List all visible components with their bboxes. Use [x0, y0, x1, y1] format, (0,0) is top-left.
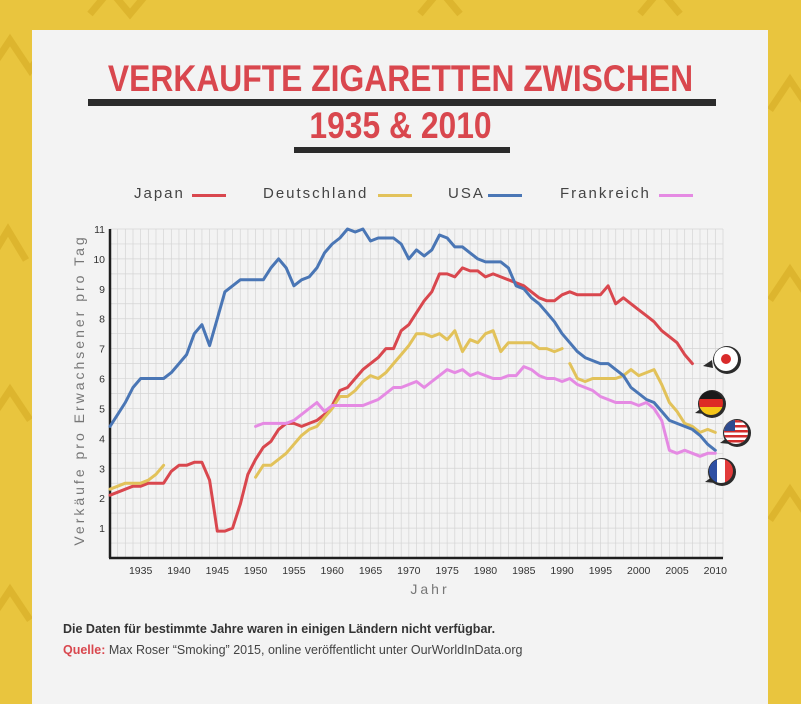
data-availability-note: Die Daten für bestimmte Jahre waren in e…	[63, 622, 496, 636]
legend-swatch-frankreich	[659, 194, 693, 197]
chart-axes	[108, 229, 723, 560]
chart-card	[32, 30, 768, 704]
x-tick-label: 1995	[589, 565, 613, 577]
x-tick-label: 2005	[665, 565, 689, 577]
legend-swatch-deutschland	[378, 194, 412, 197]
x-tick-label: 1975	[435, 565, 459, 577]
y-tick-label: 4	[99, 433, 105, 445]
y-tick-label: 10	[93, 254, 105, 266]
x-tick-label: 1960	[321, 565, 345, 577]
x-tick-label: 2000	[627, 565, 651, 577]
y-tick-label: 3	[99, 463, 105, 475]
series-line-japan	[108, 266, 694, 533]
legend-swatch-usa	[488, 194, 522, 197]
source-text: Max Roser “Smoking” 2015, online veröffe…	[108, 643, 523, 657]
chart-grid	[109, 228, 724, 558]
x-tick-label: 1935	[129, 565, 153, 577]
japan-flag-icon	[703, 346, 741, 374]
series-line-deutschland	[568, 362, 717, 434]
y-tick-label: 1	[99, 523, 105, 535]
legend-label-japan: Japan	[134, 185, 185, 202]
x-axis-title: Jahr	[410, 581, 449, 597]
chart-series	[108, 227, 717, 533]
source-label: Quelle:	[63, 643, 106, 657]
x-tick-label: 1980	[474, 565, 498, 577]
y-axis-title: Verkäufe pro Erwachsener pro Tag	[71, 234, 87, 545]
series-line-usa	[108, 227, 717, 452]
y-tick-label: 11	[94, 224, 105, 236]
x-tick-label: 2010	[704, 565, 728, 577]
france-flag-icon	[705, 458, 736, 486]
source-line: Quelle: Max Roser “Smoking” 2015, online…	[63, 643, 522, 657]
title-underline-bar-2	[294, 147, 510, 153]
legend-swatch-japan	[192, 194, 226, 197]
legend-label-deutschland: Deutschland	[263, 185, 369, 202]
chart-ticks: 1 2 3 4 5 6 7 8 9 10 11 1935 1940 1945 1950 1955 1960 196…	[93, 224, 727, 577]
y-tick-label: 9	[99, 284, 105, 296]
y-tick-label: 2	[99, 493, 105, 505]
x-tick-label: 1940	[167, 565, 191, 577]
y-tick-label: 5	[99, 403, 105, 415]
y-tick-label: 7	[99, 344, 105, 356]
title-underline-bar	[88, 99, 716, 106]
chart-title-line-2: 1935 & 2010	[309, 105, 492, 146]
series-line-deutschland	[254, 329, 564, 479]
x-tick-label: 1955	[282, 565, 306, 577]
x-tick-label: 1945	[206, 565, 230, 577]
y-tick-label: 8	[99, 314, 105, 326]
series-line-frankreich	[254, 365, 717, 458]
x-tick-label: 1950	[244, 565, 268, 577]
chart-title-line-1: VERKAUFTE ZIGARETTEN ZWISCHEN	[107, 58, 694, 99]
x-tick-label: 1990	[550, 565, 574, 577]
y-tick-label: 6	[99, 374, 105, 386]
legend-label-frankreich: Frankreich	[560, 185, 651, 202]
usa-flag-icon	[720, 419, 751, 447]
germany-flag-icon	[695, 390, 726, 418]
series-line-deutschland	[108, 463, 166, 491]
x-tick-label: 1965	[359, 565, 383, 577]
x-tick-label: 1970	[397, 565, 421, 577]
legend-label-usa: USA	[448, 185, 485, 202]
x-tick-label: 1985	[512, 565, 536, 577]
